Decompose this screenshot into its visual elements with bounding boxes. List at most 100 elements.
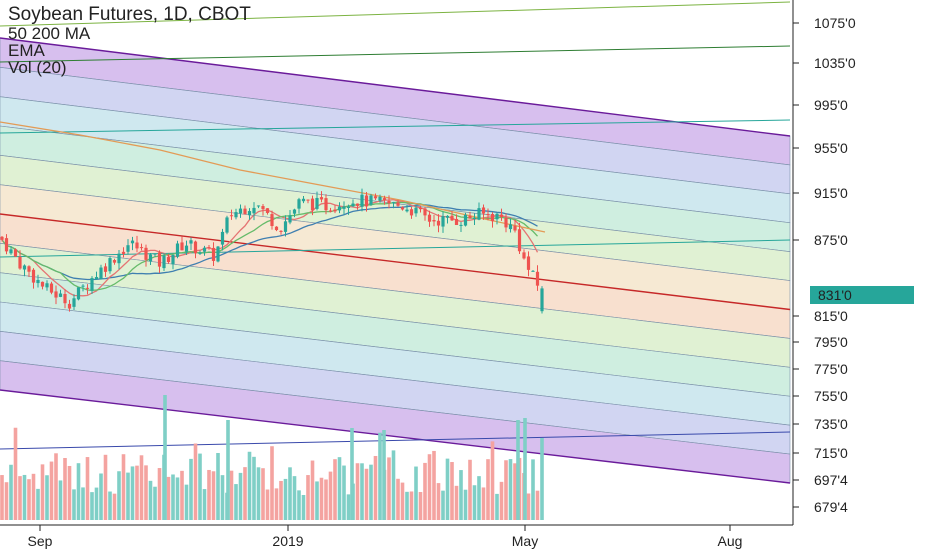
- volume-bar: [163, 395, 167, 520]
- volume-bar: [350, 428, 354, 520]
- volume-bar: [526, 493, 531, 520]
- candle-body: [283, 221, 288, 232]
- candle-body: [382, 198, 387, 200]
- candlesticks: [0, 188, 544, 314]
- candle-body: [297, 199, 301, 209]
- candle-body: [324, 198, 328, 211]
- volume-bar: [400, 482, 405, 520]
- volume-bar: [238, 472, 243, 520]
- volume-bar: [495, 493, 499, 520]
- trend-lines: [0, 1, 791, 450]
- volume-bar: [202, 489, 207, 520]
- volume-bar: [211, 471, 216, 520]
- time-tick-label: Sep: [28, 533, 53, 549]
- price-tick-label: 995'0: [814, 97, 848, 113]
- volume-bar: [450, 462, 454, 520]
- volume-bar: [315, 481, 319, 520]
- volume-bar: [103, 454, 108, 520]
- candle-body: [108, 258, 112, 272]
- candle-body: [486, 214, 490, 216]
- candle-body: [76, 287, 81, 300]
- candle-body: [144, 247, 148, 260]
- volume-bar: [130, 466, 135, 520]
- candle-body: [157, 252, 162, 267]
- price-tick-label: 715'0: [814, 445, 848, 461]
- volume-bar: [486, 459, 490, 520]
- candle-body: [427, 214, 432, 222]
- volume-bar: [373, 455, 378, 520]
- candle-body: [198, 252, 202, 254]
- candle-body: [265, 208, 270, 213]
- candle-body: [67, 303, 72, 309]
- volume-bar: [423, 462, 427, 520]
- volume-bar: [531, 459, 535, 520]
- time-tick-label: Aug: [718, 533, 743, 549]
- price-axis: 1075'0 1035'0 995'0 955'0 915'0 875'0 815'0 795…: [792, 0, 914, 525]
- candle-body: [292, 209, 297, 214]
- volume-bar: [58, 480, 63, 520]
- candle-body: [351, 203, 355, 207]
- candle-body: [54, 291, 58, 298]
- candle-body: [337, 206, 342, 211]
- volume-bar: [81, 487, 85, 520]
- volume-bar: [436, 483, 441, 520]
- volume-bar: [387, 457, 391, 520]
- candle-body: [391, 202, 396, 204]
- current-price-label: 831'0: [818, 287, 852, 303]
- candle-body: [85, 287, 90, 289]
- volume-bar: [265, 489, 270, 520]
- volume-bar: [523, 418, 527, 520]
- volume-bar: [157, 468, 162, 520]
- candle-body: [22, 265, 27, 270]
- candle-body: [261, 206, 265, 210]
- candle-body: [522, 252, 526, 259]
- candle-body: [13, 249, 18, 257]
- candle-body: [184, 245, 189, 252]
- trend-line: [0, 119, 791, 134]
- volume-bar: [13, 427, 18, 520]
- candle-body: [477, 208, 481, 220]
- candle-body: [162, 255, 166, 269]
- volume-bar: [117, 471, 121, 520]
- volume-bar: [288, 467, 292, 520]
- candle-body: [234, 212, 238, 218]
- trend-line: [0, 239, 791, 258]
- candle-body: [481, 207, 486, 214]
- candle-body: [274, 226, 279, 231]
- volume-bar: [189, 458, 193, 520]
- volume-bar: [72, 489, 76, 520]
- volume-bar: [324, 479, 328, 520]
- candle-body: [513, 225, 517, 231]
- candle-body: [225, 217, 229, 233]
- volume-bar: [234, 484, 238, 520]
- volume-bar: [342, 465, 346, 520]
- candle-body: [18, 256, 22, 269]
- candle-body: [171, 254, 175, 265]
- volume-bar: [126, 472, 130, 520]
- volume-bar: [4, 482, 9, 520]
- candle-body: [319, 197, 324, 200]
- volume-bar: [468, 459, 472, 520]
- volume-bar: [27, 479, 31, 520]
- candle-body: [472, 217, 477, 219]
- volume-bar: [364, 468, 369, 520]
- channel-lower-edge: [0, 389, 791, 484]
- candle-body: [441, 216, 445, 227]
- candle-body: [202, 247, 207, 252]
- volume-bar: [490, 441, 495, 520]
- candle-body: [63, 293, 67, 304]
- candle-body: [90, 278, 94, 291]
- volume-bar: [76, 463, 81, 520]
- volume-bar: [153, 486, 157, 520]
- volume-bar: [360, 463, 364, 520]
- volume-bar: [540, 438, 544, 520]
- price-tick-label: 815'0: [814, 308, 848, 324]
- candle-body: [126, 245, 130, 252]
- candle-body: [94, 277, 99, 280]
- volume-bar: [207, 469, 211, 520]
- candle-body: [540, 288, 544, 312]
- candle-body: [256, 205, 261, 207]
- volume-bar: [108, 491, 112, 520]
- volume-bar: [333, 459, 337, 520]
